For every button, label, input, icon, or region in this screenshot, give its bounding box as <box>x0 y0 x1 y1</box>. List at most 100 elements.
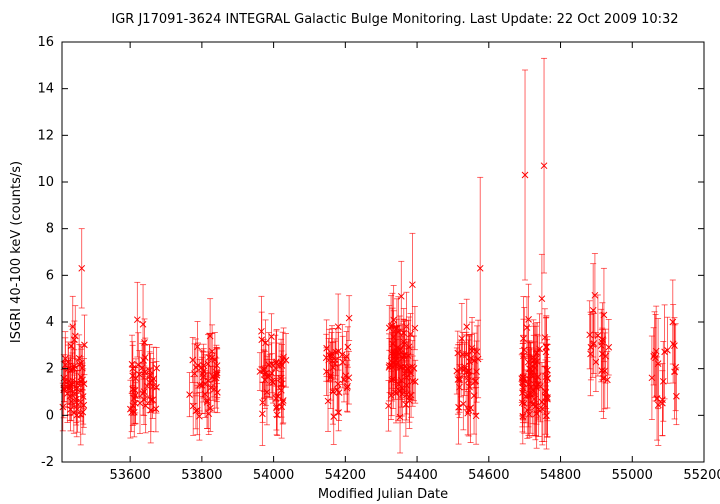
data-point-marker <box>405 343 413 351</box>
data-point-marker <box>327 374 334 381</box>
data-point-marker <box>330 413 338 420</box>
data-point-marker <box>476 264 484 272</box>
x-tick-label: 53800 <box>181 468 222 483</box>
data-point-marker <box>648 374 656 382</box>
data-point-marker <box>465 367 473 375</box>
data-point-marker <box>401 363 408 370</box>
data-point-marker <box>335 389 343 397</box>
data-point-marker <box>394 328 402 336</box>
data-point-marker <box>591 291 599 299</box>
data-point-marker <box>473 368 480 375</box>
data-point-marker <box>403 323 410 330</box>
data-point-marker <box>411 378 419 386</box>
data-point-marker <box>544 366 551 374</box>
data-point-marker <box>75 354 83 362</box>
data-point-marker <box>528 371 535 379</box>
data-point-marker <box>398 377 405 384</box>
y-tick-label: 8 <box>46 222 54 237</box>
data-point-marker <box>389 340 396 348</box>
data-point-marker <box>538 295 546 303</box>
data-point-marker <box>587 350 594 358</box>
data-point-marker <box>335 409 342 416</box>
data-point-marker <box>213 389 221 396</box>
data-point-marker <box>541 334 549 341</box>
data-point-marker <box>277 386 285 394</box>
data-point-marker <box>544 394 551 401</box>
data-point-marker <box>194 343 201 351</box>
data-point-marker <box>520 346 528 354</box>
data-point-marker <box>268 333 275 340</box>
data-point-marker <box>385 324 393 332</box>
x-tick-label: 54600 <box>468 468 509 483</box>
data-point-marker <box>534 373 542 381</box>
data-point-marker <box>147 406 155 414</box>
data-point-marker <box>140 396 148 403</box>
data-point-marker <box>673 392 680 400</box>
data-point-marker <box>587 343 595 351</box>
x-tick-label: 55000 <box>612 468 653 483</box>
data-point-marker <box>282 356 290 364</box>
data-point-marker <box>541 387 549 395</box>
data-point-marker <box>454 349 462 357</box>
data-point-marker <box>530 356 538 364</box>
data-point-marker <box>525 316 532 323</box>
data-point-marker <box>527 390 535 398</box>
data-point-marker <box>542 393 549 401</box>
data-point-marker <box>401 370 409 377</box>
data-point-marker <box>409 377 417 385</box>
data-point-marker <box>140 388 148 395</box>
y-tick-label: 12 <box>37 128 54 143</box>
data-point-marker <box>262 369 270 377</box>
data-point-marker <box>259 410 266 418</box>
data-point-marker <box>389 322 396 329</box>
data-point-marker <box>334 380 342 388</box>
x-tick-label: 54000 <box>253 468 294 483</box>
data-point-marker <box>71 390 78 398</box>
data-point-marker <box>463 323 471 331</box>
data-point-marker <box>521 171 529 179</box>
data-point-marker <box>259 399 266 406</box>
data-point-marker <box>277 359 285 366</box>
data-point-marker <box>203 398 211 406</box>
data-point-marker <box>279 397 287 404</box>
x-tick-label: 54400 <box>396 468 437 483</box>
y-tick-label: 14 <box>37 82 54 97</box>
data-point-marker <box>654 401 662 409</box>
data-point-marker <box>455 403 462 411</box>
data-point-marker <box>138 364 146 372</box>
data-point-marker <box>130 408 138 416</box>
data-point-marker <box>470 392 478 399</box>
data-point-marker <box>394 344 401 351</box>
data-point-marker <box>406 363 414 371</box>
data-point-marker <box>263 388 271 396</box>
data-point-marker <box>345 314 353 322</box>
data-point-marker <box>605 343 613 351</box>
data-point-marker <box>468 347 476 355</box>
y-axis-label: ISGRI 40-100 keV (counts/s) <box>9 161 24 343</box>
data-point-marker <box>208 347 216 355</box>
data-point-marker <box>207 384 215 392</box>
data-point-marker <box>659 396 666 404</box>
data-point-marker <box>531 395 538 403</box>
data-point-marker <box>654 360 662 367</box>
data-point-marker <box>388 363 396 371</box>
data-point-marker <box>343 384 351 392</box>
chart-title: IGR J17091-3624 INTEGRAL Galactic Bulge … <box>111 12 678 27</box>
data-point-marker <box>599 336 606 343</box>
data-point-marker <box>258 327 265 335</box>
data-point-marker <box>538 398 546 406</box>
data-point-marker <box>400 329 408 337</box>
data-point-marker <box>403 382 411 389</box>
data-point-marker <box>80 401 88 409</box>
data-point-marker <box>468 344 476 352</box>
data-point-marker <box>340 376 348 383</box>
data-point-marker <box>265 361 273 369</box>
data-point-marker <box>74 405 81 413</box>
data-point-marker <box>459 400 467 408</box>
x-tick-label: 54800 <box>540 468 581 483</box>
data-point-marker <box>453 367 461 375</box>
y-tick-label: 2 <box>46 362 54 377</box>
data-point-marker <box>210 376 218 383</box>
data-point-marker <box>205 410 213 418</box>
